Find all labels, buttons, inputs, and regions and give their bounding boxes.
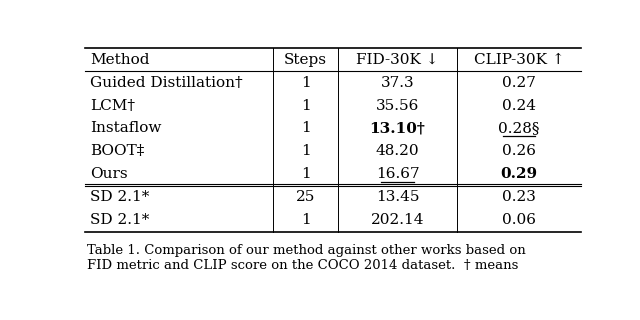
Text: 0.23: 0.23	[502, 190, 536, 204]
Text: Method: Method	[90, 53, 149, 67]
Text: Ours: Ours	[90, 167, 127, 181]
Text: Steps: Steps	[284, 53, 327, 67]
Text: 13.45: 13.45	[376, 190, 419, 204]
Text: 0.27: 0.27	[502, 76, 536, 90]
Text: Table 1. Comparison of our method against other works based on
FID metric and CL: Table 1. Comparison of our method agains…	[88, 244, 526, 272]
Text: SD 2.1*: SD 2.1*	[90, 190, 149, 204]
Text: LCM†: LCM†	[90, 99, 135, 113]
Text: 1: 1	[301, 144, 310, 158]
Text: 1: 1	[301, 167, 310, 181]
Text: 1: 1	[301, 213, 310, 227]
Text: 0.28§: 0.28§	[499, 122, 540, 135]
Text: 16.67: 16.67	[376, 167, 419, 181]
Text: 0.29: 0.29	[500, 167, 538, 181]
Text: BOOT‡: BOOT‡	[90, 144, 144, 158]
Text: 1: 1	[301, 122, 310, 135]
Text: 1: 1	[301, 76, 310, 90]
Text: 1: 1	[301, 99, 310, 113]
Text: 25: 25	[296, 190, 316, 204]
Text: 37.3: 37.3	[381, 76, 414, 90]
Text: 48.20: 48.20	[376, 144, 419, 158]
Text: 0.06: 0.06	[502, 213, 536, 227]
Text: CLIP-30K ↑: CLIP-30K ↑	[474, 53, 564, 67]
Text: SD 2.1*: SD 2.1*	[90, 213, 149, 227]
Text: FID-30K ↓: FID-30K ↓	[356, 53, 438, 67]
Text: 202.14: 202.14	[371, 213, 424, 227]
Text: 0.26: 0.26	[502, 144, 536, 158]
Text: Instaflow: Instaflow	[90, 122, 161, 135]
Text: Guided Distillation†: Guided Distillation†	[90, 76, 243, 90]
Text: 0.24: 0.24	[502, 99, 536, 113]
Text: 13.10†: 13.10†	[369, 122, 426, 135]
Text: 35.56: 35.56	[376, 99, 419, 113]
